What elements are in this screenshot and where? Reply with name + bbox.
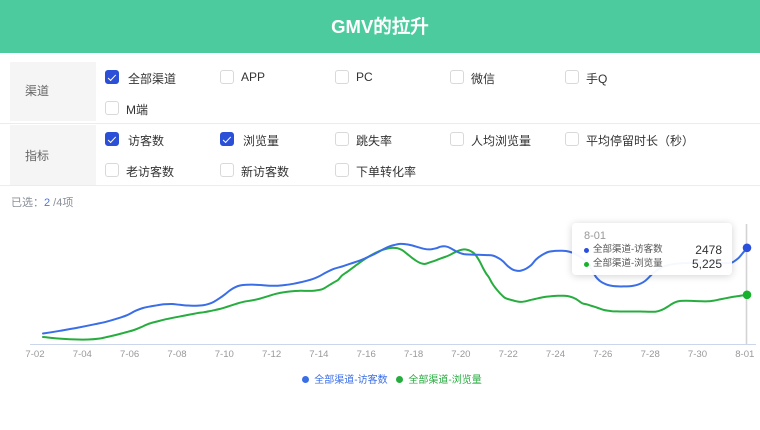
svg-text:7-02: 7-02 [25, 349, 44, 360]
svg-text:7-30: 7-30 [688, 349, 707, 360]
svg-text:7-04: 7-04 [73, 349, 93, 360]
svg-text:7-14: 7-14 [309, 349, 329, 360]
svg-text:7-08: 7-08 [167, 349, 186, 360]
svg-text:7-16: 7-16 [357, 349, 376, 360]
svg-text:7-06: 7-06 [120, 349, 139, 360]
svg-text:7-24: 7-24 [546, 349, 566, 360]
svg-text:7-10: 7-10 [215, 349, 234, 360]
svg-text:7-22: 7-22 [499, 349, 518, 360]
svg-text:7-26: 7-26 [593, 349, 612, 360]
svg-text:7-20: 7-20 [451, 349, 470, 360]
svg-text:8-01: 8-01 [735, 349, 754, 360]
svg-text:7-12: 7-12 [262, 349, 281, 360]
svg-text:7-18: 7-18 [404, 349, 423, 360]
svg-text:7-28: 7-28 [641, 349, 660, 360]
